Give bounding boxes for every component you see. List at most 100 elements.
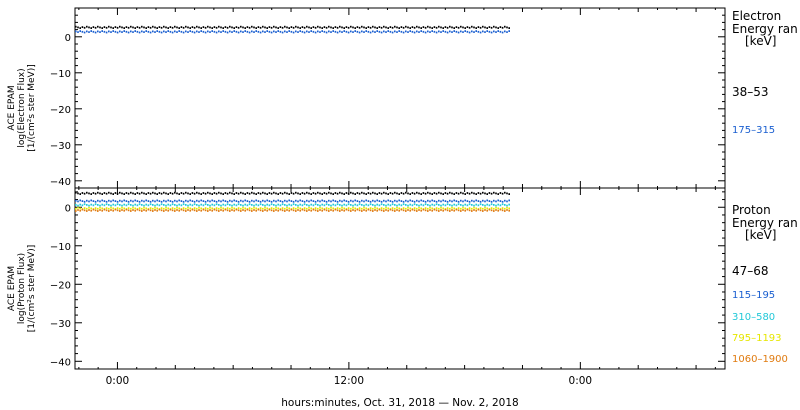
data-point bbox=[253, 206, 255, 209]
data-point bbox=[174, 25, 176, 28]
data-point bbox=[405, 210, 407, 212]
data-point bbox=[187, 192, 189, 195]
data-point bbox=[198, 192, 200, 195]
data-point bbox=[231, 192, 233, 195]
data-point bbox=[268, 192, 271, 194]
data-point bbox=[400, 200, 403, 202]
data-point bbox=[213, 208, 216, 211]
data-point bbox=[482, 204, 484, 206]
data-point bbox=[394, 204, 396, 206]
data-point bbox=[211, 193, 213, 195]
data-point bbox=[248, 209, 251, 212]
data-point bbox=[319, 209, 321, 211]
data-point bbox=[94, 192, 97, 195]
legend-entry: 47–68 bbox=[732, 264, 769, 278]
data-point bbox=[358, 209, 361, 212]
data-point bbox=[116, 203, 119, 206]
data-point bbox=[246, 192, 249, 194]
data-point bbox=[301, 192, 304, 194]
data-point bbox=[288, 209, 290, 212]
data-point bbox=[127, 203, 130, 206]
data-point bbox=[343, 207, 345, 210]
data-point bbox=[209, 209, 211, 211]
data-point bbox=[116, 207, 119, 209]
data-point bbox=[130, 210, 132, 212]
data-point bbox=[444, 208, 447, 211]
data-point bbox=[130, 30, 132, 33]
data-point bbox=[182, 203, 185, 206]
data-point bbox=[372, 30, 374, 33]
data-point bbox=[493, 204, 495, 206]
data-point bbox=[110, 31, 112, 33]
data-point bbox=[413, 209, 416, 212]
data-point bbox=[336, 26, 339, 29]
data-point bbox=[435, 192, 438, 195]
data-point bbox=[288, 193, 290, 195]
data-point bbox=[253, 209, 255, 211]
data-point bbox=[198, 209, 200, 211]
data-point bbox=[83, 209, 86, 212]
data-point bbox=[286, 200, 288, 203]
data-point bbox=[301, 208, 304, 211]
data-point bbox=[251, 25, 253, 28]
data-point bbox=[288, 30, 290, 32]
data-point bbox=[343, 209, 345, 212]
data-point bbox=[196, 25, 198, 28]
data-point bbox=[94, 203, 97, 206]
legend-unit: [keV] bbox=[745, 228, 776, 242]
data-point bbox=[174, 204, 176, 206]
data-point bbox=[171, 209, 174, 212]
data-point bbox=[158, 208, 161, 211]
data-point bbox=[231, 26, 233, 29]
data-point bbox=[334, 30, 337, 33]
data-point bbox=[222, 193, 224, 195]
data-point bbox=[231, 204, 233, 207]
data-point bbox=[242, 192, 244, 195]
data-point bbox=[180, 208, 183, 211]
data-point bbox=[482, 210, 484, 212]
data-point bbox=[347, 203, 350, 206]
data-point bbox=[114, 204, 117, 207]
data-point bbox=[152, 204, 154, 206]
data-point bbox=[233, 209, 235, 212]
data-point bbox=[449, 199, 451, 202]
data-point bbox=[248, 26, 251, 29]
data-point bbox=[497, 209, 499, 212]
data-point bbox=[75, 204, 77, 206]
data-point bbox=[270, 31, 273, 34]
data-point bbox=[209, 192, 211, 195]
data-point bbox=[121, 204, 123, 207]
data-point bbox=[471, 191, 473, 194]
data-point bbox=[427, 207, 429, 210]
legend-subtitle: Energy ran bbox=[732, 216, 798, 230]
data-point bbox=[308, 192, 310, 195]
data-point bbox=[171, 203, 174, 206]
data-point bbox=[244, 30, 246, 32]
data-point bbox=[156, 199, 158, 202]
data-point bbox=[284, 30, 286, 33]
data-point bbox=[413, 207, 416, 209]
data-point bbox=[501, 200, 504, 203]
data-point bbox=[187, 206, 189, 209]
data-point bbox=[97, 204, 99, 206]
data-point bbox=[163, 199, 165, 202]
data-point bbox=[482, 30, 484, 33]
data-point bbox=[138, 207, 141, 209]
data-point bbox=[416, 207, 418, 210]
data-point bbox=[442, 209, 444, 212]
data-point bbox=[433, 192, 436, 194]
data-point bbox=[182, 207, 185, 209]
data-point bbox=[411, 26, 414, 28]
data-point bbox=[198, 26, 200, 29]
data-point bbox=[391, 209, 394, 212]
y-tick-label: −40 bbox=[50, 357, 71, 368]
data-point bbox=[387, 30, 389, 32]
data-point bbox=[213, 192, 216, 194]
data-point bbox=[383, 30, 385, 33]
data-point bbox=[200, 27, 202, 29]
data-point bbox=[127, 192, 130, 195]
data-point bbox=[387, 209, 389, 212]
data-point bbox=[402, 209, 405, 212]
data-point bbox=[490, 26, 493, 29]
data-point bbox=[345, 200, 348, 202]
